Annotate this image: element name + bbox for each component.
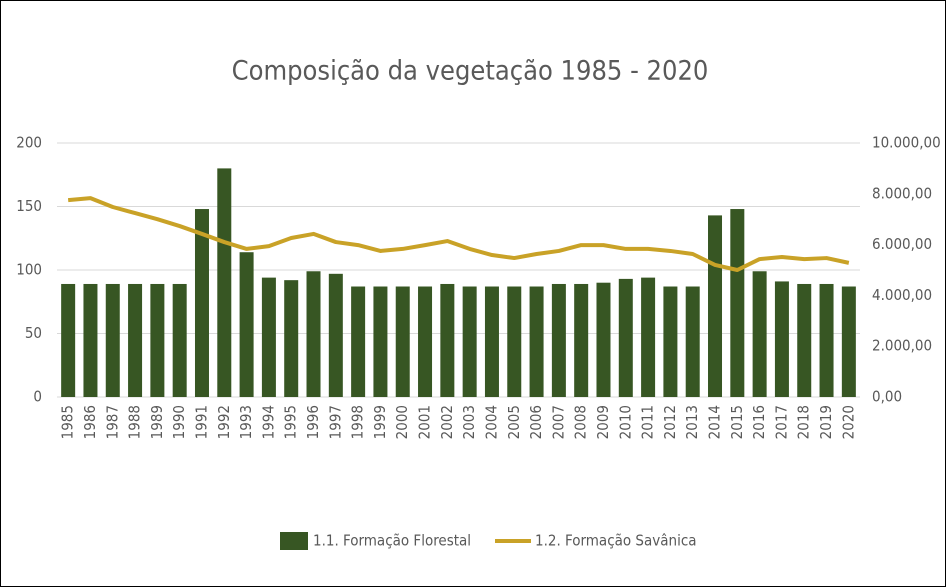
bar xyxy=(774,281,789,397)
bar xyxy=(150,283,165,397)
y2-tick-label: 8.000,00 xyxy=(872,184,932,202)
bar xyxy=(395,286,410,397)
y-tick-label: 150 xyxy=(16,197,42,215)
bar xyxy=(373,286,388,397)
y-tick-label: 200 xyxy=(16,134,42,152)
x-tick-label: 1995 xyxy=(282,405,300,439)
x-tick-label: 1986 xyxy=(81,405,99,439)
bar xyxy=(105,283,120,397)
bar xyxy=(239,252,254,397)
chart-title: Composição da vegetação 1985 - 2020 xyxy=(232,56,709,87)
bar xyxy=(730,209,745,397)
bar xyxy=(83,283,98,397)
x-tick-label: 2011 xyxy=(639,405,657,439)
x-tick-label: 1999 xyxy=(371,405,389,439)
x-tick-label: 2018 xyxy=(795,405,813,439)
bar xyxy=(462,286,477,397)
x-tick-label: 1987 xyxy=(103,405,121,439)
x-tick-label: 2005 xyxy=(505,405,523,439)
bar xyxy=(663,286,678,397)
bar xyxy=(618,278,633,397)
bar xyxy=(217,168,232,397)
x-tick-label: 2014 xyxy=(706,405,724,439)
x-tick-label: 2007 xyxy=(549,405,567,439)
bar xyxy=(641,277,656,397)
x-tick-label: 2012 xyxy=(661,405,679,439)
x-tick-label: 2010 xyxy=(616,405,634,439)
bar xyxy=(261,277,276,397)
bar xyxy=(507,286,522,397)
y-tick-label: 100 xyxy=(16,261,42,279)
x-tick-label: 1993 xyxy=(237,405,255,439)
bar xyxy=(596,282,611,397)
x-tick-label: 1991 xyxy=(192,405,210,439)
x-tick-label: 2015 xyxy=(728,405,746,439)
bar xyxy=(797,283,812,397)
x-tick-label: 2006 xyxy=(527,405,545,439)
bar xyxy=(708,215,723,397)
bar xyxy=(351,286,366,397)
x-tick-label: 1989 xyxy=(148,405,166,439)
y2-tick-label: 0,00 xyxy=(872,388,902,406)
bar xyxy=(551,283,566,397)
bar xyxy=(306,271,321,397)
x-tick-label: 1988 xyxy=(126,405,144,439)
bar xyxy=(752,271,767,397)
bar xyxy=(418,286,433,397)
y2-tick-label: 10.000,00 xyxy=(872,134,941,152)
x-tick-label: 2001 xyxy=(416,405,434,439)
x-tick-label: 2004 xyxy=(482,405,500,439)
x-tick-label: 2016 xyxy=(750,405,768,439)
x-tick-label: 2017 xyxy=(772,405,790,439)
bar xyxy=(284,280,299,397)
x-tick-label: 2003 xyxy=(460,405,478,439)
legend-label: 1.1. Formação Florestal xyxy=(313,532,471,550)
x-tick-label: 2000 xyxy=(393,405,411,439)
bar xyxy=(685,286,700,397)
y2-tick-label: 6.000,00 xyxy=(872,235,932,253)
bar xyxy=(529,286,544,397)
x-tick-label: 2020 xyxy=(839,405,857,439)
x-tick-label: 2013 xyxy=(683,405,701,439)
bar xyxy=(841,286,856,397)
legend-swatch xyxy=(280,532,308,550)
bar xyxy=(328,273,343,397)
bar xyxy=(574,283,589,397)
x-tick-label: 2002 xyxy=(438,405,456,439)
x-tick-label: 1994 xyxy=(259,405,277,439)
x-tick-label: 1996 xyxy=(304,405,322,439)
x-tick-label: 1998 xyxy=(349,405,367,439)
bar xyxy=(194,209,209,397)
x-tick-label: 1985 xyxy=(59,405,77,439)
x-tick-label: 2019 xyxy=(817,405,835,439)
x-tick-label: 1992 xyxy=(215,405,233,439)
y-tick-label: 50 xyxy=(25,324,42,342)
bar xyxy=(172,283,187,397)
x-tick-label: 2009 xyxy=(594,405,612,439)
bar xyxy=(61,283,76,397)
y2-tick-label: 2.000,00 xyxy=(872,337,932,355)
bar xyxy=(128,283,143,397)
bar xyxy=(440,283,455,397)
y-tick-label: 0 xyxy=(33,388,42,406)
bar xyxy=(484,286,499,397)
y2-tick-label: 4.000,00 xyxy=(872,286,932,304)
x-tick-label: 1990 xyxy=(170,405,188,439)
line xyxy=(67,196,850,272)
x-tick-label: 1997 xyxy=(326,405,344,439)
bar xyxy=(819,283,834,397)
x-tick-label: 2008 xyxy=(572,405,590,439)
legend-label: 1.2. Formação Savânica xyxy=(535,532,697,550)
